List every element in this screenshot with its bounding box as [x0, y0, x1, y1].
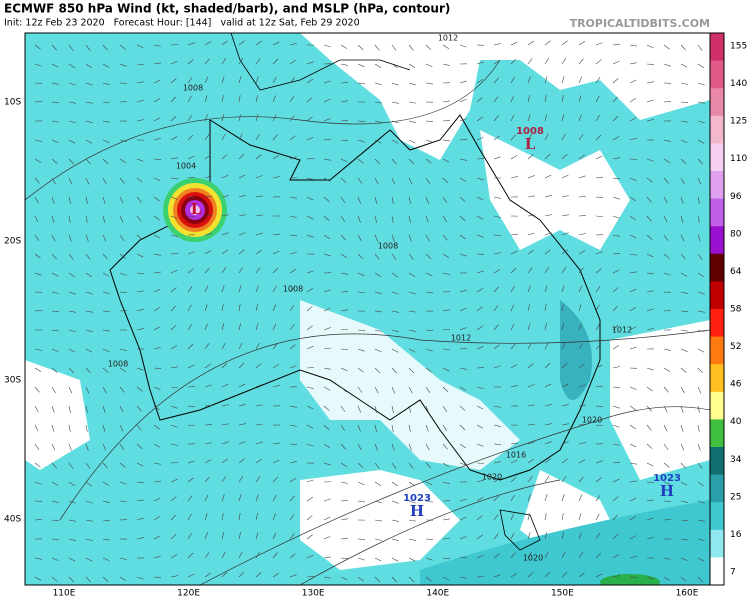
colorbar-label: 110	[730, 154, 747, 164]
colorbar-swatch	[710, 419, 724, 447]
colorbar-swatch	[710, 88, 724, 116]
colorbar-swatch	[710, 254, 724, 282]
contour-label: 1020	[582, 416, 602, 425]
colorbar-swatch	[710, 337, 724, 365]
subtitle: Init: 12z Feb 23 2020 Forecast Hour: [14…	[4, 18, 360, 29]
colorbar-swatch	[710, 116, 724, 144]
colorbar-swatch	[710, 61, 724, 89]
lon-label: 150E	[551, 589, 574, 599]
colorbar-label: 25	[730, 492, 741, 502]
contour-label: 1008	[108, 360, 128, 369]
center-symbol: L	[525, 135, 536, 153]
lon-label: 110E	[53, 589, 76, 599]
colorbar-label: 80	[730, 229, 742, 239]
credit: TROPICALTIDBITS.COM	[570, 17, 710, 30]
colorbar-label: 125	[730, 117, 747, 127]
colorbar-swatch	[710, 392, 724, 420]
colorbar-label: 64	[730, 267, 742, 277]
lat-label: 40S	[4, 515, 21, 525]
colorbar-label: 46	[730, 380, 742, 390]
colorbar-label: 16	[730, 530, 742, 540]
colorbar-label: 58	[730, 305, 742, 315]
colorbar-label: 155	[730, 42, 747, 52]
colorbar-label: 140	[730, 79, 747, 89]
lat-label: 10S	[4, 98, 21, 108]
colorbar-swatch	[710, 171, 724, 199]
contour-label: 1012	[451, 334, 471, 343]
colorbar-label: 34	[730, 455, 742, 465]
lon-label: 120E	[177, 589, 200, 599]
lat-label: 30S	[4, 376, 21, 386]
contour-label: 1012	[438, 34, 458, 43]
colorbar-swatch	[710, 530, 724, 558]
colorbar-swatch	[710, 475, 724, 503]
colorbar-swatch	[710, 33, 724, 61]
colorbar-swatch	[710, 143, 724, 171]
contour-label: 1012	[612, 326, 632, 335]
colorbar-swatch	[710, 447, 724, 475]
colorbar-swatch	[710, 502, 724, 530]
lon-label: 140E	[426, 589, 449, 599]
colorbar-swatch	[710, 281, 724, 309]
colorbar-swatch	[710, 199, 724, 227]
lat-label: 20S	[4, 237, 21, 247]
contour-label: 1016	[506, 451, 526, 460]
contour-label: 1020	[482, 473, 502, 482]
colorbar-label: 7	[730, 568, 736, 578]
colorbar-swatch	[710, 364, 724, 392]
center-symbol: H	[410, 502, 424, 520]
colorbar-label: 96	[730, 192, 742, 202]
colorbar-swatch	[710, 226, 724, 254]
colorbar-swatch	[710, 557, 724, 585]
contour-label: 1004	[176, 162, 196, 171]
lon-label: 130E	[302, 589, 325, 599]
contour-label: 1008	[378, 242, 398, 251]
lon-label: 160E	[676, 589, 699, 599]
colorbar-label: 52	[730, 342, 741, 352]
contour-label: 1008	[283, 285, 303, 294]
contour-label: 1020	[523, 554, 543, 563]
title: ECMWF 850 hPa Wind (kt, shaded/barb), an…	[4, 2, 450, 16]
contour-label: 1008	[183, 84, 203, 93]
colorbar-swatch	[710, 309, 724, 337]
map-area	[25, 30, 710, 590]
center-symbol: H	[660, 482, 674, 500]
center-symbol: L	[191, 200, 202, 218]
colorbar-label: 40	[730, 417, 742, 427]
